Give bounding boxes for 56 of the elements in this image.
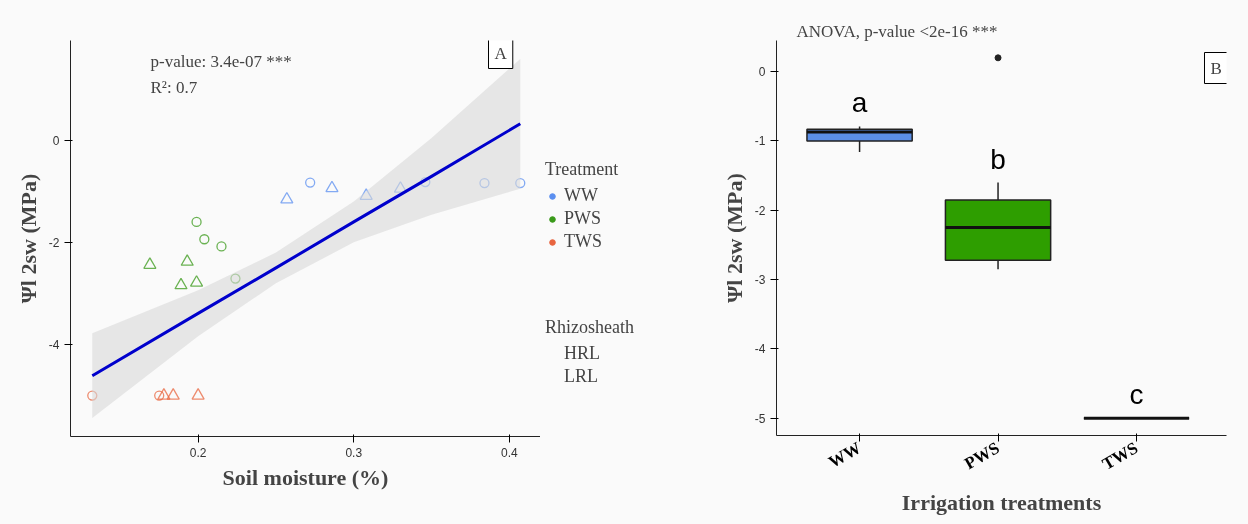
point bbox=[420, 176, 431, 188]
annotation: a bbox=[851, 87, 868, 119]
x-tick-label: WW bbox=[825, 438, 865, 472]
point bbox=[157, 388, 171, 400]
y-axis-title: Ψl 2sw (MPa) bbox=[721, 173, 747, 303]
legend-label: WW bbox=[564, 185, 598, 206]
legend-title: Treatment bbox=[545, 159, 619, 180]
text: LRL bbox=[564, 366, 598, 387]
point bbox=[280, 191, 294, 204]
y-tick-label: -2 bbox=[754, 203, 766, 218]
point bbox=[143, 257, 157, 269]
point bbox=[154, 390, 165, 401]
point bbox=[479, 177, 490, 189]
x-tick-label: 0.2 bbox=[189, 445, 207, 460]
y-tick-label: 0 bbox=[52, 133, 60, 148]
x-tick-label: 0.3 bbox=[345, 445, 363, 460]
annotation: B bbox=[1210, 58, 1222, 78]
point bbox=[393, 181, 408, 193]
y-tick-label: -4 bbox=[754, 342, 766, 357]
point bbox=[305, 177, 316, 188]
legend-label: PWS bbox=[564, 208, 602, 229]
point bbox=[87, 390, 98, 401]
y-tick-label: -4 bbox=[48, 338, 60, 353]
point bbox=[180, 254, 194, 266]
annotation: ANOVA, p-value <2e-16 *** bbox=[796, 21, 998, 41]
annotation: R²: 0.7 bbox=[150, 77, 198, 97]
x-axis-title: Soil moisture (%) bbox=[222, 464, 389, 490]
point bbox=[189, 275, 204, 287]
y-tick-label: -5 bbox=[754, 411, 766, 426]
point bbox=[191, 388, 205, 400]
annotation: b bbox=[990, 143, 1006, 175]
point bbox=[199, 234, 210, 245]
text: Rhizosheath bbox=[545, 317, 634, 338]
legend-label: TWS bbox=[564, 231, 602, 252]
y-tick-label: -3 bbox=[754, 273, 766, 288]
x-tick-label: 0.4 bbox=[501, 445, 519, 460]
point bbox=[191, 216, 202, 228]
point bbox=[166, 388, 180, 400]
y-tick-label: -1 bbox=[754, 134, 766, 149]
x-tick-label: TWS bbox=[1099, 438, 1142, 474]
point bbox=[174, 277, 188, 290]
annotation: A bbox=[494, 43, 508, 63]
y-tick-label: -2 bbox=[48, 235, 60, 250]
point bbox=[359, 188, 373, 200]
point bbox=[230, 273, 241, 284]
point bbox=[325, 180, 339, 193]
y-axis-title: Ψl 2sw (MPa) bbox=[15, 173, 41, 304]
point bbox=[515, 177, 526, 189]
x-axis-title: Irrigation treatments bbox=[901, 489, 1102, 515]
point bbox=[216, 241, 227, 252]
annotation: c bbox=[1129, 379, 1144, 411]
x-tick-label: PWS bbox=[961, 438, 1003, 474]
y-tick-label: 0 bbox=[758, 65, 766, 80]
text: HRL bbox=[564, 343, 600, 364]
line-series bbox=[90, 122, 522, 378]
annotation: p-value: 3.4e-07 *** bbox=[150, 51, 292, 71]
